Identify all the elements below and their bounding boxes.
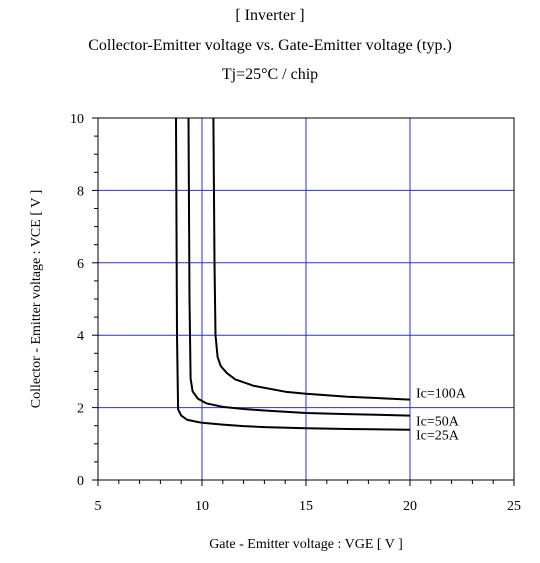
y-tick-label: 8 xyxy=(77,184,84,199)
series-line xyxy=(175,117,411,431)
x-tick-label: 5 xyxy=(95,499,102,514)
series-line xyxy=(212,117,411,401)
y-tick-label: 0 xyxy=(77,474,84,489)
series-label: Ic=50A xyxy=(416,415,460,430)
y-axis-title: Collector - Emitter voltage : VCE [ V ] xyxy=(29,190,44,409)
chart-title-line-3: Tj=25°C / chip xyxy=(221,66,319,83)
x-tick-label: 20 xyxy=(403,499,417,514)
chart-title-line-1: [ Inverter ] xyxy=(235,7,305,24)
tick-layer xyxy=(92,117,515,486)
series-layer xyxy=(175,117,411,431)
y-tick-label: 6 xyxy=(77,257,84,272)
x-tick-label: 15 xyxy=(299,499,313,514)
series-label: Ic=100A xyxy=(416,387,467,402)
series-label: Ic=25A xyxy=(416,429,460,444)
x-tick-label: 10 xyxy=(195,499,209,514)
grid-layer xyxy=(98,118,514,480)
y-tick-label: 4 xyxy=(77,329,84,344)
x-axis-title: Gate - Emitter voltage : VGE [ V ] xyxy=(209,537,403,552)
series-line xyxy=(187,117,411,417)
y-tick-label: 10 xyxy=(70,112,84,127)
x-tick-label: 25 xyxy=(507,499,521,514)
y-tick-label: 2 xyxy=(77,402,84,417)
chart-title-line-2: Collector-Emitter voltage vs. Gate-Emitt… xyxy=(88,37,452,54)
